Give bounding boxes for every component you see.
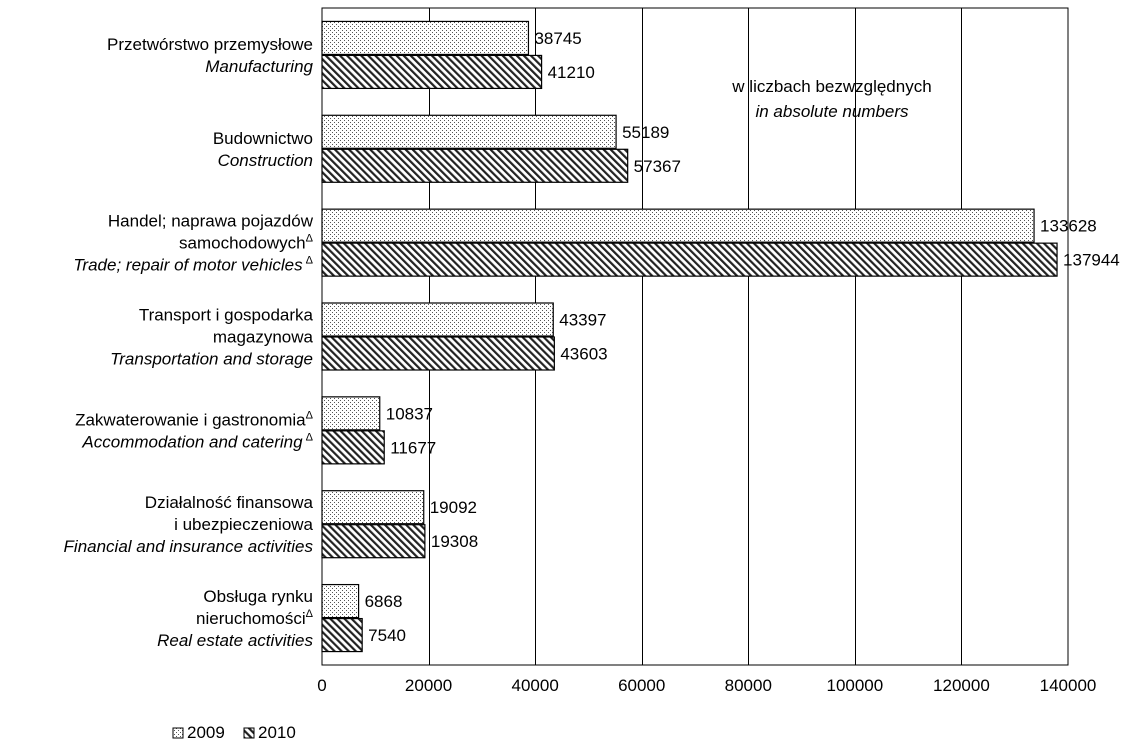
data-label: 38745 [534, 29, 581, 48]
bar-2010 [321, 54, 543, 90]
bar-2009 [321, 20, 530, 56]
category-label-en: Manufacturing [205, 57, 313, 76]
footnote-mark: Δ [303, 255, 314, 267]
category-label-en: Construction [218, 151, 313, 170]
category-labels: Przetwórstwo przemysłowe Manufacturing Bud… [64, 35, 314, 650]
annotation: w liczbach bezwzględnych in absolute num… [731, 77, 931, 121]
bar-2009 [321, 114, 617, 149]
bar-2009 [321, 490, 425, 525]
data-label: 43397 [559, 311, 606, 330]
bar-2009 [321, 208, 1035, 243]
bar-2009 [321, 396, 381, 431]
category-label-pl: Działalność finansowa [145, 493, 314, 512]
bar-2010 [321, 242, 1058, 277]
x-tick-label: 120000 [933, 676, 990, 695]
bar-2010 [321, 617, 363, 653]
category-label-en: Transportation and storage [110, 350, 313, 369]
category-label-pl: Handel; naprawa pojazdów [108, 212, 314, 231]
data-label: 57367 [634, 157, 681, 176]
category-label-en: Accommodation and catering Δ [81, 431, 313, 451]
x-tick-label: 140000 [1040, 676, 1097, 695]
x-tick-label: 0 [317, 676, 326, 695]
data-label: 6868 [365, 592, 403, 611]
category-label-pl: i ubezpieczeniowa [174, 515, 313, 534]
footnote-mark: Δ [306, 233, 314, 245]
footnote-mark: Δ [303, 431, 314, 443]
legend-swatch-2009 [172, 727, 184, 739]
annotation-pl: w liczbach bezwzględnych [731, 77, 931, 96]
category-label-pl: Budownictwo [213, 129, 313, 148]
bars: 38745 41210 55189 57367 133628 137944 43397 436… [321, 20, 1120, 653]
data-label: 133628 [1040, 217, 1097, 236]
x-axis-ticks: 0 20000 40000 60000 80000 100000 120000 140000 [317, 676, 1096, 695]
data-label: 19092 [430, 498, 477, 517]
data-label: 41210 [548, 63, 595, 82]
data-label: 19308 [431, 532, 478, 551]
footnote-mark: Δ [306, 409, 314, 421]
x-tick-label: 40000 [512, 676, 559, 695]
bar-2010 [321, 430, 385, 465]
category-label-en: Trade; repair of motor vehicles Δ [73, 255, 313, 275]
category-label-en: Real estate activities [157, 631, 313, 650]
data-label: 43603 [560, 345, 607, 364]
category-label-pl: nieruchomościΔ [196, 608, 314, 628]
footnote-mark: Δ [306, 608, 314, 620]
legend: 2009 2010 [172, 723, 296, 742]
annotation-en: in absolute numbers [755, 102, 909, 121]
x-tick-label: 80000 [725, 676, 772, 695]
data-label: 11677 [390, 438, 436, 457]
legend-label-2010: 2010 [258, 723, 296, 742]
bar-2010 [321, 524, 426, 559]
x-tick-label: 20000 [405, 676, 452, 695]
grid-lines [321, 7, 1069, 666]
bar-2010 [321, 336, 555, 371]
category-label-pl: samochodowychΔ [179, 233, 314, 253]
bar-2009 [321, 302, 554, 337]
category-label-pl: Przetwórstwo przemysłowe [107, 35, 313, 54]
category-label-pl: magazynowa [213, 328, 314, 347]
bar-2009 [321, 583, 360, 619]
data-label: 10837 [386, 404, 433, 423]
category-label-pl: Zakwaterowanie i gastronomiaΔ [75, 409, 314, 429]
category-label-en: Financial and insurance activities [64, 537, 314, 556]
data-label: 55189 [622, 123, 669, 142]
legend-label-2009: 2009 [187, 723, 225, 742]
x-tick-label: 100000 [826, 676, 883, 695]
category-label-pl: Obsługa rynku [203, 587, 313, 606]
data-label: 7540 [368, 626, 406, 645]
bar-2010 [321, 148, 629, 183]
x-tick-label: 60000 [618, 676, 665, 695]
data-label: 137944 [1063, 251, 1120, 270]
category-label-pl: Transport i gospodarka [139, 306, 314, 325]
legend-swatch-2010 [243, 727, 255, 739]
